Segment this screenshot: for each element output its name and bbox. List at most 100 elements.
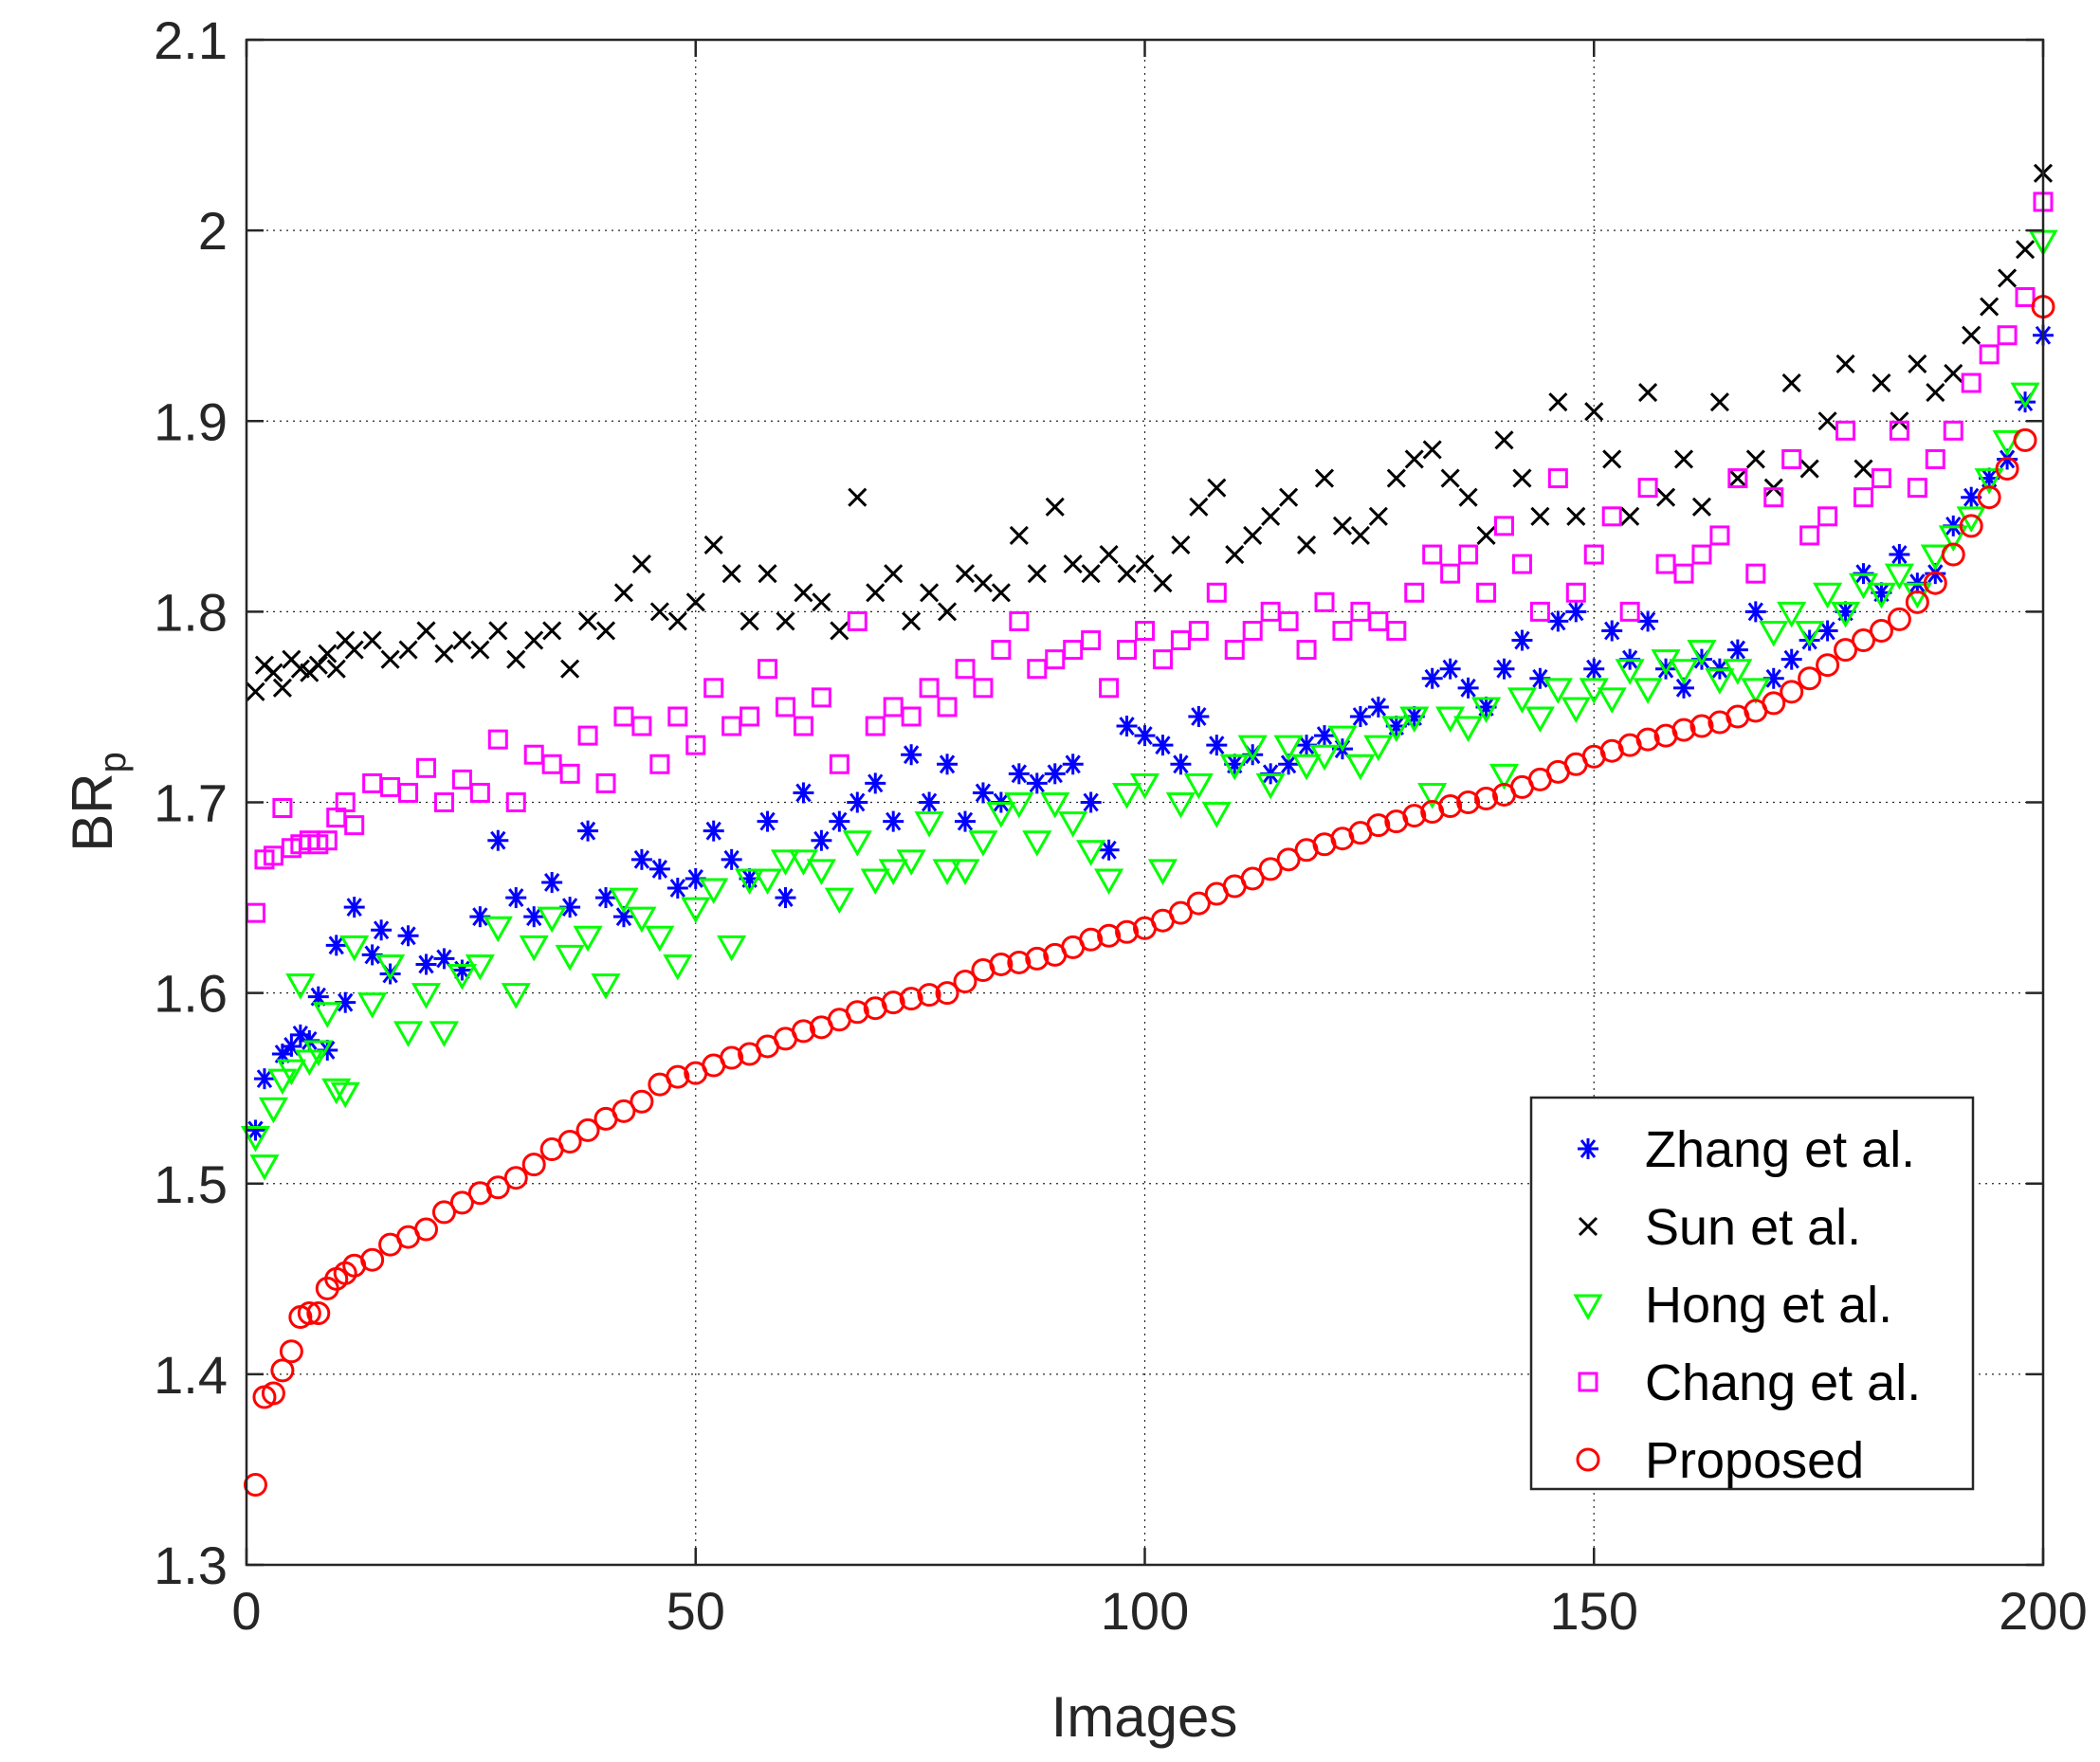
data-point [1040,792,1070,819]
data-point [243,1473,267,1498]
data-point [555,944,585,972]
data-point [1744,601,1766,623]
data-point [1872,372,1891,393]
x-axis-title: Images [1051,1685,1238,1749]
data-point [721,848,742,870]
data-point [1350,525,1370,545]
data-point [899,987,923,1011]
data-point [1673,449,1694,469]
data-point [1273,735,1304,762]
data-point [1219,754,1250,781]
data-point [1866,582,1897,609]
data-point [935,981,959,1006]
data-point [866,583,886,603]
data-point [1111,782,1142,809]
data-point [950,859,980,885]
data-point [937,602,958,622]
data-point [1726,639,1748,661]
data-point [972,782,994,804]
data-point [1276,847,1301,872]
series-sun-et-al [246,163,2054,701]
data-point [1835,354,1855,373]
data-point [953,970,977,994]
data-point [776,611,795,631]
data-point [1098,839,1120,861]
data-point [452,630,472,650]
data-point [1938,525,1968,552]
data-point [986,802,1016,828]
data-point [361,944,383,966]
data-point [542,621,562,641]
legend-entry: Sun et al. [1578,1199,1861,1256]
data-point [1171,535,1191,555]
data-point [902,611,922,631]
data-point [312,1002,342,1028]
data-point [506,649,526,669]
legend-marker-x-icon [1578,1216,1598,1237]
data-point [1635,727,1660,752]
data-point [919,678,940,699]
data-point [1925,448,1945,469]
data-point [1188,705,1210,727]
data-point [1135,620,1155,641]
data-point [1186,891,1211,916]
data-point [397,925,419,947]
data-point [261,1381,285,1406]
data-point [685,735,706,755]
data-point [1327,725,1358,753]
data-point [920,583,940,603]
data-point [1889,420,1909,441]
data-point [272,678,292,698]
data-point [776,697,795,718]
data-point [811,829,832,851]
data-point [380,649,400,669]
data-point [1511,554,1532,574]
data-point [1799,459,1819,479]
data-point [306,1301,331,1326]
data-point [1026,772,1048,794]
data-point [398,782,419,803]
data-point [1671,718,1696,742]
data-point [865,716,886,736]
data-point [433,948,455,970]
data-point [1279,487,1299,507]
data-point [318,644,338,663]
data-point [447,964,477,990]
data-point [1044,763,1066,785]
data-point [703,535,723,555]
data-point [501,983,531,1009]
data-point [1381,716,1412,743]
data-point [1296,535,1317,555]
data-point [245,1119,266,1141]
data-point [1004,792,1034,819]
data-point [1920,544,1950,572]
data-point [1869,618,1893,643]
data-point [1314,468,1335,488]
y-tick-label: 1.8 [154,582,228,642]
y-tick-label: 2.1 [154,10,228,70]
data-point [1887,607,1911,631]
data-point [2015,287,2036,308]
data-point [847,610,867,631]
data-point [1470,697,1502,723]
data-point [591,973,621,1000]
data-point [847,791,868,813]
data-point [848,487,867,507]
data-point [521,1153,546,1177]
data-point [758,659,778,680]
data-point [1404,582,1425,603]
legend-entry: Hong et al. [1573,1277,1892,1334]
legend-marker-triangle-down-icon [1573,1294,1603,1321]
data-point [1439,658,1461,680]
data-point [1314,591,1335,612]
data-point [1332,620,1353,641]
data-point [1188,620,1209,641]
data-point [1255,772,1286,800]
data-point [1240,866,1265,891]
data-point [1547,610,1569,632]
data-point [1830,601,1861,628]
y-tick-label: 1.6 [154,964,228,1024]
data-point [1565,582,1586,603]
data-point [1597,687,1627,714]
